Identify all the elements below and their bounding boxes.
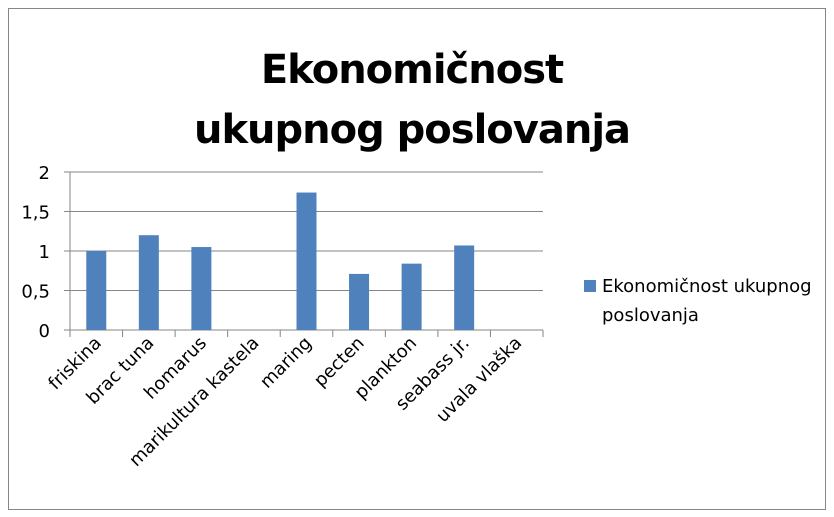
bar [349, 273, 370, 330]
y-tick-label: 0,5 [21, 282, 50, 303]
y-tick-label: 1 [39, 242, 50, 263]
y-tick-label: 1,5 [21, 203, 50, 224]
bar [454, 245, 475, 330]
bar [296, 192, 317, 330]
legend-label: Ekonomičnost ukupnog poslovanja [602, 276, 812, 326]
chart-title: Ekonomičnost ukupnog poslovanja [193, 47, 631, 153]
bar [191, 247, 212, 330]
bar [138, 235, 159, 330]
y-tick-label: 0 [39, 321, 50, 342]
y-tick-label: 2 [39, 163, 50, 184]
legend-swatch [584, 280, 596, 292]
bar [86, 251, 107, 330]
bar [401, 263, 422, 330]
